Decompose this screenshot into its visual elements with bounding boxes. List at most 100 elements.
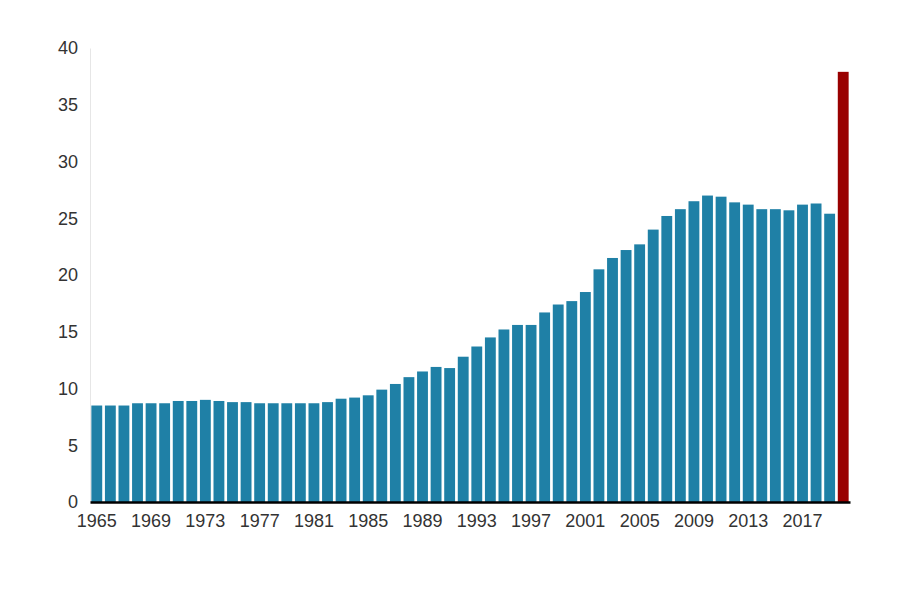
bar bbox=[797, 205, 808, 502]
y-tick-label: 35 bbox=[58, 95, 78, 115]
bar bbox=[309, 403, 320, 502]
bar bbox=[214, 401, 225, 502]
y-tick: 35 bbox=[58, 95, 90, 115]
x-tick-label: 1973 bbox=[185, 511, 225, 531]
bar bbox=[539, 312, 550, 502]
bar bbox=[499, 329, 510, 502]
x-tick-label: 2001 bbox=[565, 511, 605, 531]
bar bbox=[281, 403, 292, 502]
bar bbox=[132, 403, 143, 502]
x-tick: 2009 bbox=[674, 502, 714, 531]
bar bbox=[105, 406, 116, 502]
bar bbox=[227, 402, 238, 502]
x-tick: 1973 bbox=[185, 502, 225, 531]
bar bbox=[471, 347, 482, 502]
bar bbox=[702, 196, 713, 502]
y-tick: 25 bbox=[58, 209, 90, 229]
bar bbox=[512, 325, 523, 502]
x-tick-label: 1969 bbox=[131, 511, 171, 531]
x-tick: 1989 bbox=[402, 502, 442, 531]
y-tick-label: 15 bbox=[58, 322, 78, 342]
bar bbox=[349, 398, 360, 502]
bar bbox=[444, 368, 455, 502]
bar bbox=[648, 230, 659, 502]
bar bbox=[119, 406, 130, 502]
bar bbox=[295, 403, 306, 502]
y-tick-label: 40 bbox=[58, 38, 78, 58]
x-tick: 1965 bbox=[77, 502, 117, 531]
x-tick: 1997 bbox=[511, 502, 551, 531]
bar bbox=[634, 244, 645, 502]
bar bbox=[376, 390, 387, 502]
bar bbox=[146, 403, 157, 502]
bar bbox=[458, 357, 469, 502]
bar bbox=[553, 305, 564, 502]
x-tick: 1981 bbox=[294, 502, 334, 531]
bar bbox=[784, 210, 795, 502]
y-tick: 30 bbox=[58, 152, 90, 172]
bar bbox=[241, 402, 252, 502]
x-tick: 1969 bbox=[131, 502, 171, 531]
bar bbox=[566, 301, 577, 502]
bar bbox=[404, 377, 415, 502]
x-tick-label: 1993 bbox=[457, 511, 497, 531]
y-tick-label: 10 bbox=[58, 379, 78, 399]
bar bbox=[417, 371, 428, 502]
x-tick: 2001 bbox=[565, 502, 605, 531]
bar bbox=[186, 401, 197, 502]
bar bbox=[811, 203, 822, 502]
x-tick: 2005 bbox=[620, 502, 660, 531]
x-tick-label: 1977 bbox=[240, 511, 280, 531]
x-tick: 1993 bbox=[457, 502, 497, 531]
bar bbox=[621, 250, 632, 502]
bar bbox=[770, 209, 781, 502]
y-tick-label: 20 bbox=[58, 265, 78, 285]
bar bbox=[838, 72, 849, 502]
y-tick-label: 0 bbox=[68, 492, 78, 512]
x-axis-line bbox=[91, 501, 851, 504]
bar bbox=[675, 209, 686, 502]
y-tick-label: 25 bbox=[58, 209, 78, 229]
chart: 0 5 10 15 20 25 30 35 40 1965 1969 1973 1977 1981 1985… bbox=[0, 0, 900, 603]
bar bbox=[594, 269, 605, 502]
y-tick-label: 30 bbox=[58, 152, 78, 172]
bar bbox=[336, 399, 347, 502]
y-tick-label: 5 bbox=[68, 436, 78, 456]
bar bbox=[200, 400, 211, 502]
x-tick: 2013 bbox=[728, 502, 768, 531]
bar bbox=[716, 197, 727, 502]
y-tick: 15 bbox=[58, 322, 90, 342]
bar bbox=[824, 214, 835, 502]
bar bbox=[689, 201, 700, 502]
x-axis: 1965 1969 1973 1977 1981 1985 1989 1993 1997 2001… bbox=[77, 502, 851, 531]
bar bbox=[91, 406, 102, 502]
x-tick: 2017 bbox=[782, 502, 822, 531]
bar bbox=[729, 202, 740, 502]
bar bbox=[756, 209, 767, 502]
bar bbox=[485, 337, 496, 502]
bar bbox=[580, 292, 591, 502]
x-tick-label: 2005 bbox=[620, 511, 660, 531]
y-tick: 5 bbox=[68, 436, 90, 456]
bar bbox=[322, 402, 333, 502]
bar bbox=[526, 325, 537, 502]
y-tick: 0 bbox=[68, 492, 90, 512]
x-tick-label: 1997 bbox=[511, 511, 551, 531]
bar bbox=[159, 403, 170, 502]
y-axis: 0 5 10 15 20 25 30 35 40 bbox=[58, 38, 91, 512]
x-tick-label: 2009 bbox=[674, 511, 714, 531]
bar bbox=[363, 395, 374, 502]
x-tick-label: 1981 bbox=[294, 511, 334, 531]
x-tick-label: 2017 bbox=[782, 511, 822, 531]
bar bbox=[431, 367, 442, 502]
x-tick-label: 1985 bbox=[348, 511, 388, 531]
y-axis-line bbox=[90, 49, 91, 503]
bar bbox=[743, 205, 754, 502]
x-tick: 1985 bbox=[348, 502, 388, 531]
y-tick: 40 bbox=[58, 38, 90, 58]
x-tick-label: 1989 bbox=[402, 511, 442, 531]
x-tick-label: 1965 bbox=[77, 511, 117, 531]
x-tick-label: 2013 bbox=[728, 511, 768, 531]
bars bbox=[91, 72, 848, 502]
x-tick: 1977 bbox=[240, 502, 280, 531]
